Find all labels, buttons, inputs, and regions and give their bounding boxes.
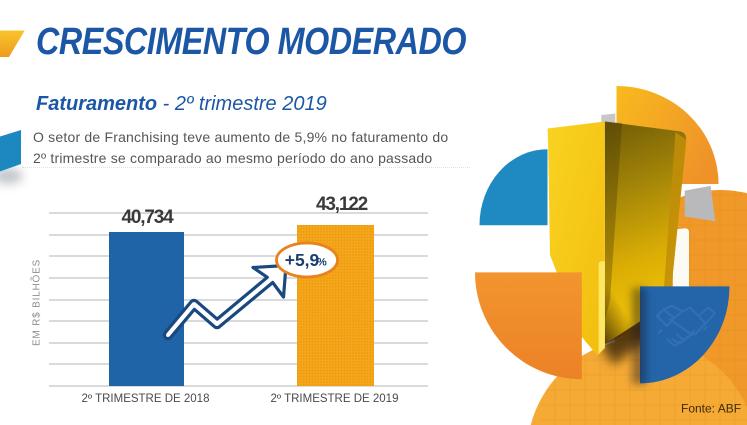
- svg-text:Fonte: ABF: Fonte: ABF: [681, 402, 741, 416]
- svg-text:+5,9: +5,9: [285, 250, 320, 270]
- svg-text:%: %: [317, 257, 327, 269]
